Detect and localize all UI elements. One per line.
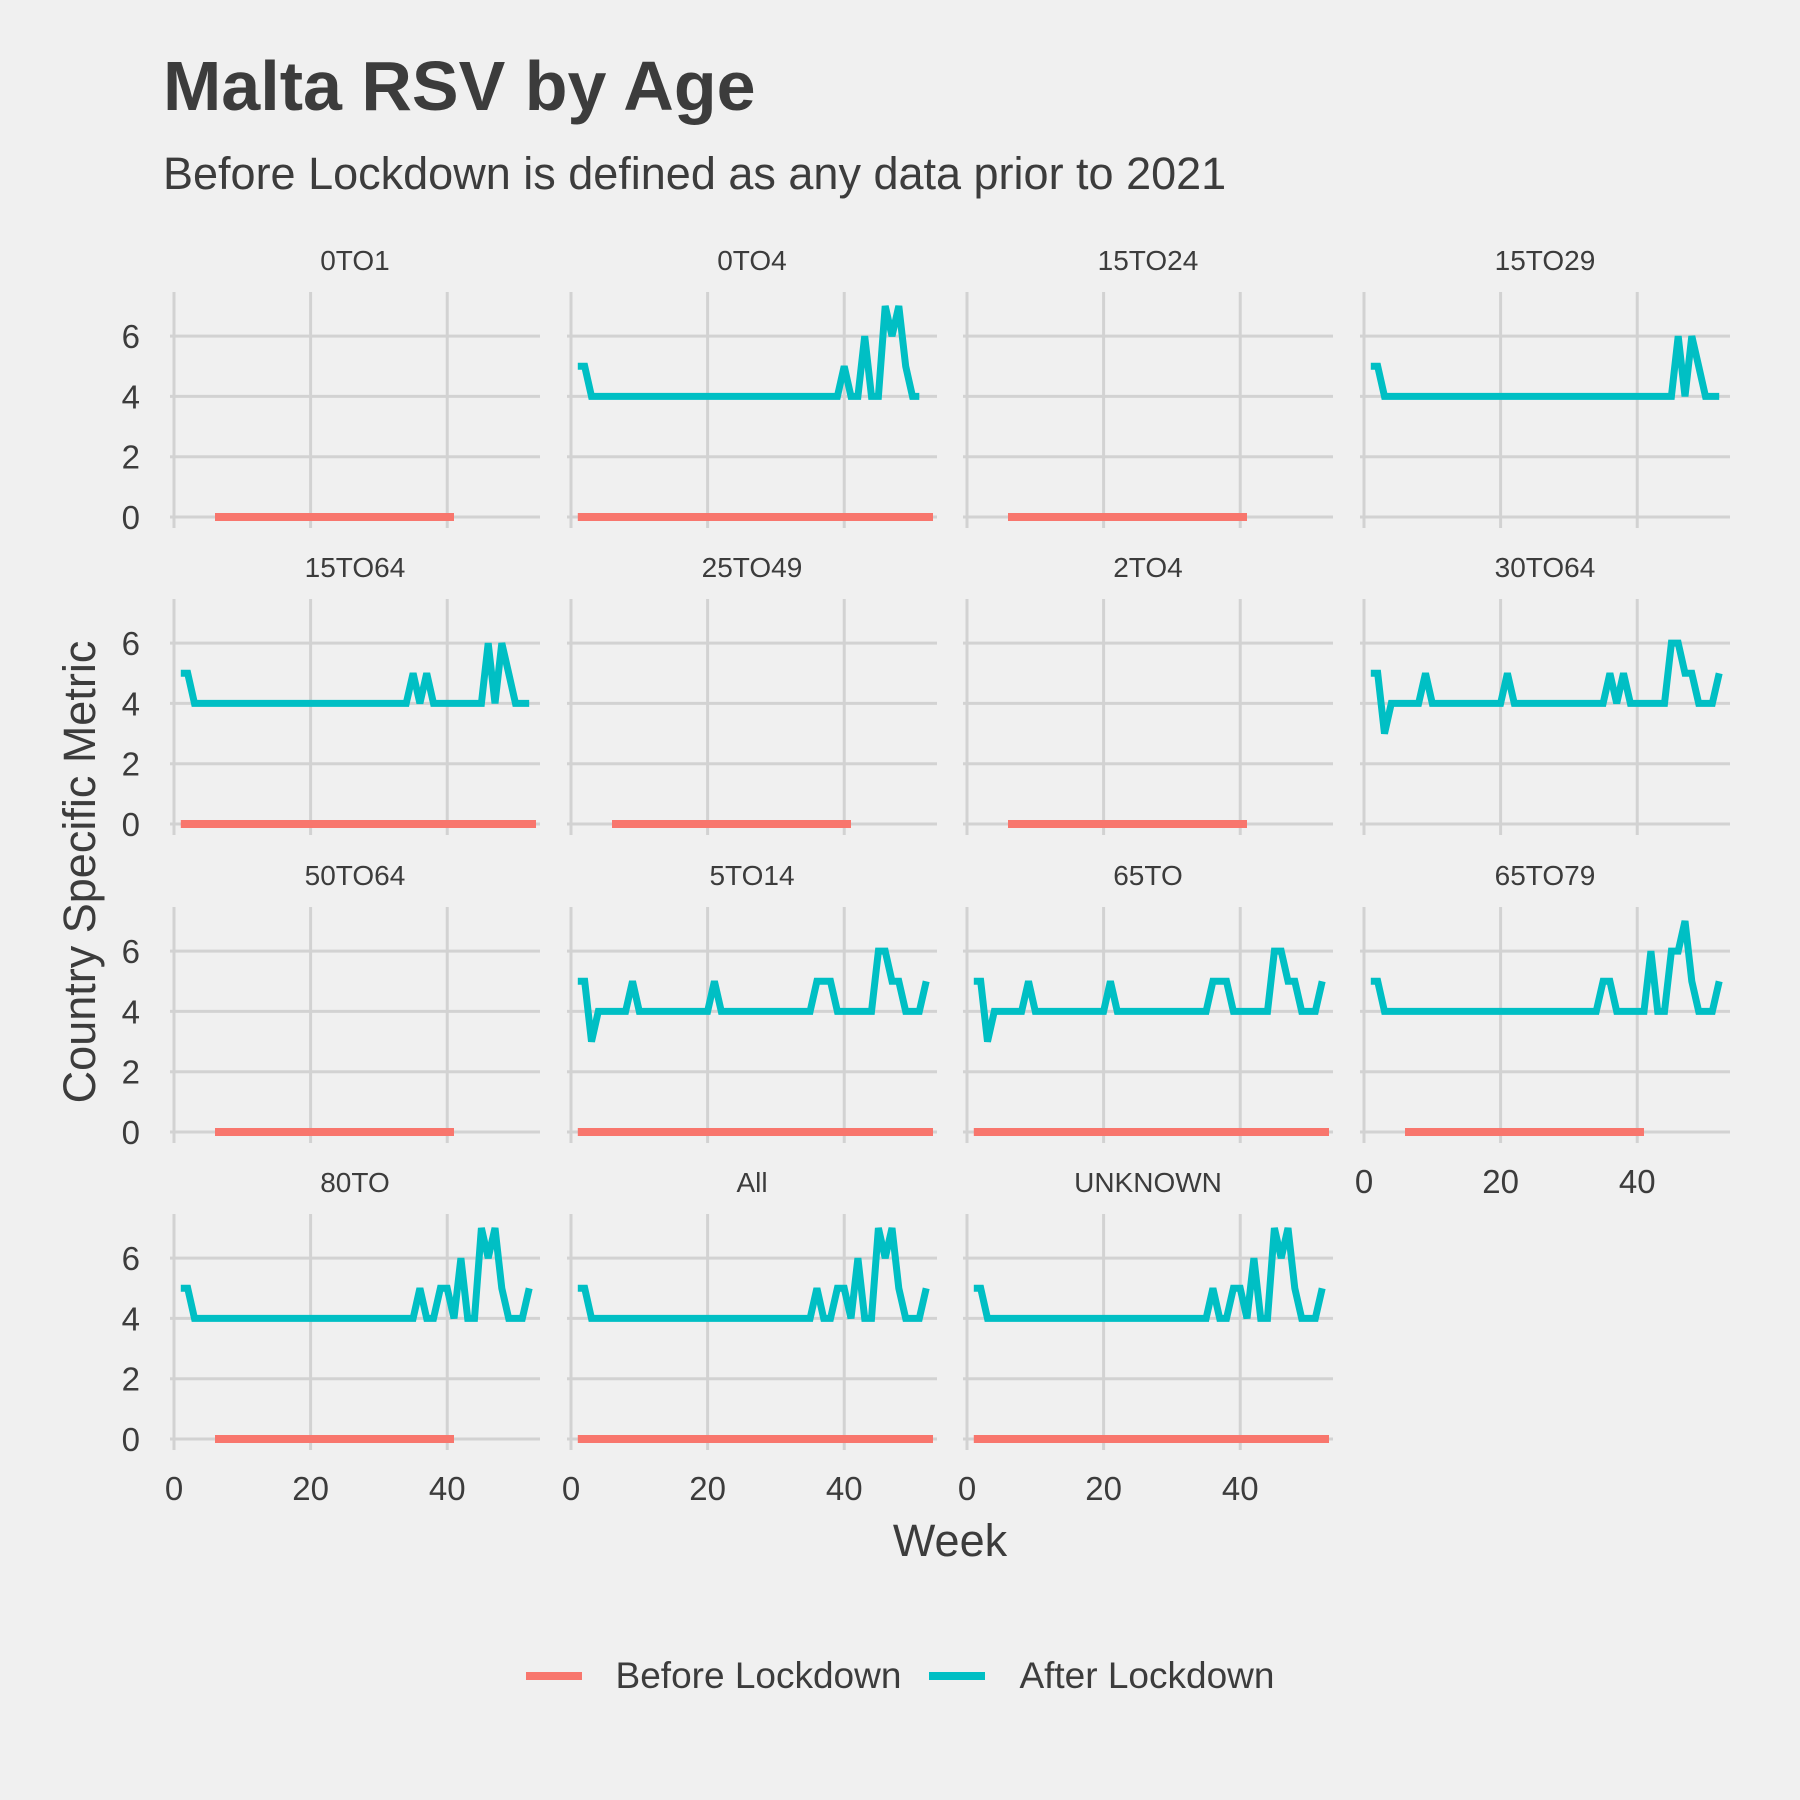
x-tick-label: 0 — [1355, 1163, 1373, 1200]
legend-key-after — [929, 1672, 986, 1680]
facet-label: 80TO — [320, 1167, 390, 1198]
facet-panel-65to: 65TO — [963, 860, 1333, 1143]
legend-item-after: After Lockdown — [929, 1655, 1274, 1697]
y-tick-label: 0 — [122, 1114, 140, 1151]
facet-label: 0TO4 — [717, 245, 787, 276]
facet-label: 65TO79 — [1495, 860, 1596, 891]
series-line-after-lockdown — [577, 1227, 930, 1322]
x-tick-label: 40 — [826, 1470, 863, 1507]
x-tick-label: 0 — [165, 1470, 183, 1507]
y-tick-label: 4 — [122, 685, 140, 722]
facet-label: 15TO64 — [305, 552, 406, 583]
facet-panel-80to: 80TO 0 2 4 6 0 20 40 — [122, 1167, 540, 1507]
y-tick-label: 6 — [122, 318, 140, 355]
facet-panel-50to64: 50TO64 0 2 4 6 — [122, 860, 540, 1151]
facet-label: 25TO49 — [702, 552, 803, 583]
chart-subtitle: Before Lockdown is defined as any data p… — [163, 148, 1227, 199]
series-line-after-lockdown — [1370, 639, 1723, 735]
facet-panel-25to49: 25TO49 — [567, 552, 937, 835]
legend-item-before: Before Lockdown — [525, 1655, 902, 1697]
y-tick-label: 0 — [122, 499, 140, 536]
x-tick-label: 20 — [1482, 1163, 1519, 1200]
x-tick-label: 0 — [958, 1470, 976, 1507]
x-tick-label: 20 — [292, 1470, 329, 1507]
facet-label: 2TO4 — [1113, 552, 1183, 583]
x-tick-label: 0 — [562, 1470, 580, 1507]
series-line-after-lockdown — [577, 947, 930, 1043]
series-line-after-lockdown — [1370, 920, 1723, 1015]
legend-label-after: After Lockdown — [1019, 1655, 1275, 1696]
facet-panel-65to79: 65TO79 0 20 40 — [1355, 860, 1730, 1200]
y-tick-label: 0 — [122, 1421, 140, 1458]
x-tick-label: 20 — [1085, 1470, 1122, 1507]
y-tick-label: 4 — [122, 993, 140, 1030]
facet-label: 30TO64 — [1495, 552, 1596, 583]
facet-panel-all: All 0 20 40 — [562, 1167, 937, 1507]
facet-label: 5TO14 — [709, 860, 794, 891]
series-line-after-lockdown — [577, 305, 920, 400]
y-axis-title: Country Specific Metric — [54, 641, 105, 1104]
facet-label: All — [736, 1167, 767, 1198]
facet-label: 0TO1 — [320, 245, 390, 276]
series-line-after-lockdown — [1370, 335, 1720, 400]
series-line-after-lockdown — [180, 1227, 533, 1322]
facet-label: 65TO — [1113, 860, 1183, 891]
y-tick-label: 4 — [122, 378, 140, 415]
facet-panel-0to4: 0TO4 — [567, 245, 937, 528]
facet-panel-15to64: 15TO64 0 2 4 6 — [122, 552, 540, 843]
facet-label: UNKNOWN — [1074, 1167, 1222, 1198]
y-tick-label: 2 — [122, 439, 140, 476]
y-tick-label: 6 — [122, 933, 140, 970]
facet-panel-30to64: 30TO64 — [1360, 552, 1730, 835]
legend: Before Lockdown After Lockdown — [0, 1655, 1800, 1697]
y-tick-label: 2 — [122, 1361, 140, 1398]
legend-key-before — [525, 1672, 582, 1680]
facet-panel-0to1: 0TO1 0 2 4 6 — [122, 245, 540, 536]
facet-panel-15to29: 15TO29 — [1360, 245, 1730, 528]
facet-panel-2to4: 2TO4 — [963, 552, 1333, 835]
series-line-after-lockdown — [973, 947, 1326, 1043]
facet-label: 15TO29 — [1495, 245, 1596, 276]
chart-title: Malta RSV by Age — [163, 47, 756, 125]
x-tick-label: 40 — [1619, 1163, 1656, 1200]
y-tick-label: 2 — [122, 746, 140, 783]
facet-label: 15TO24 — [1098, 245, 1199, 276]
x-tick-label: 40 — [429, 1470, 466, 1507]
facet-panel-5to14: 5TO14 — [567, 860, 937, 1143]
x-tick-label: 20 — [689, 1470, 726, 1507]
series-line-after-lockdown — [973, 1227, 1326, 1322]
series-line-after-lockdown — [180, 642, 530, 707]
facet-label: 50TO64 — [305, 860, 406, 891]
y-tick-label: 2 — [122, 1054, 140, 1091]
legend-label-before: Before Lockdown — [615, 1655, 902, 1696]
x-tick-label: 40 — [1222, 1470, 1259, 1507]
y-tick-label: 6 — [122, 625, 140, 662]
y-tick-label: 0 — [122, 806, 140, 843]
x-axis-title: Week — [893, 1515, 1008, 1566]
y-tick-label: 6 — [122, 1240, 140, 1277]
facet-panel-15to24: 15TO24 — [963, 245, 1333, 528]
y-tick-label: 4 — [122, 1300, 140, 1337]
facet-panel-unknown: UNKNOWN 0 20 40 — [958, 1167, 1333, 1507]
